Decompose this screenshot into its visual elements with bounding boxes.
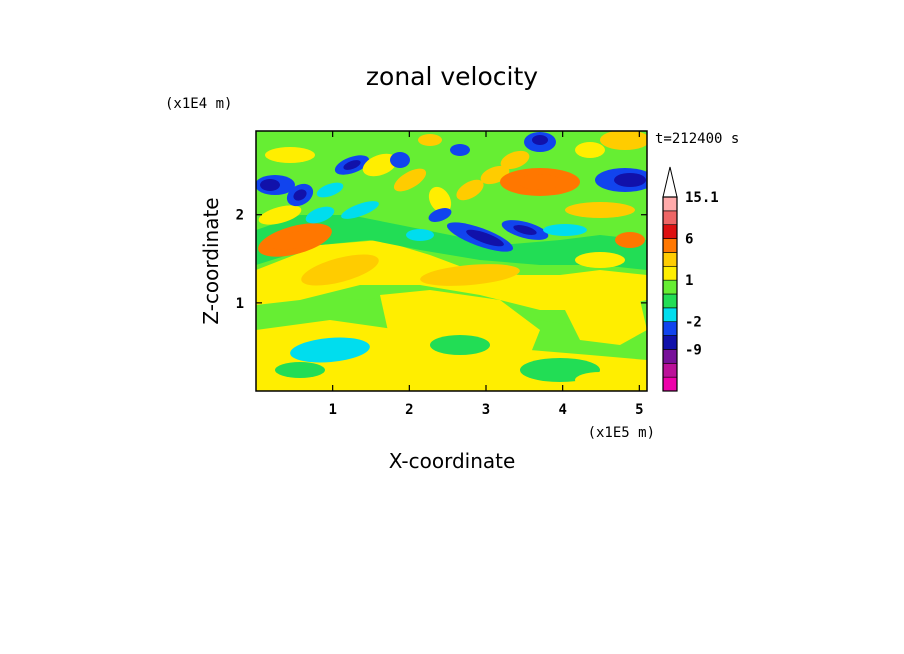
contour-region — [362, 153, 398, 177]
contour-region — [260, 179, 280, 191]
contour-region — [301, 254, 379, 286]
colorbar-segment — [662, 238, 678, 253]
contour-region — [316, 182, 344, 198]
x-tick-label: 4 — [558, 402, 566, 418]
contour-region — [343, 160, 361, 170]
colorbar-segment — [662, 210, 678, 226]
x-tick-label: 5 — [635, 402, 643, 418]
contour-region — [293, 189, 307, 201]
chart-title: zonal velocity — [366, 62, 538, 91]
contour-region — [420, 264, 520, 286]
contour-region — [614, 173, 646, 187]
contour-region — [393, 168, 427, 192]
contour-region — [532, 135, 548, 145]
contour-region — [466, 229, 504, 247]
contour-region — [500, 150, 530, 170]
colorbar-segment — [662, 279, 678, 295]
x-axis-label: X-coordinate — [389, 449, 516, 473]
colorbar-extend-arrow — [662, 166, 678, 198]
contour-region — [406, 229, 434, 241]
contour-region — [513, 225, 537, 235]
colorbar-segment — [662, 252, 678, 267]
contour-region — [418, 134, 442, 146]
contour-field — [256, 131, 647, 391]
contour-region — [575, 372, 625, 388]
x-tick-label: 2 — [405, 402, 413, 418]
colorbar-segment — [662, 293, 678, 309]
contour-region — [575, 142, 605, 158]
contour-region — [271, 230, 319, 250]
colorbar-label: 15.1 — [685, 190, 719, 206]
colorbar-segment — [662, 349, 678, 364]
x-tick-label: 1 — [328, 402, 336, 418]
mid-yellow-patch — [380, 290, 540, 360]
contour-region — [518, 174, 562, 190]
contour-region — [428, 186, 452, 214]
contour-region — [275, 362, 325, 378]
colorbar-segment — [662, 224, 678, 239]
colorbar: 15.1 6 1 -2 -9 — [662, 166, 719, 392]
contour-region — [428, 208, 452, 222]
contour-region — [450, 144, 470, 156]
colorbar-segment — [662, 307, 678, 323]
colorbar-segment — [662, 362, 678, 378]
contour-region — [575, 252, 625, 268]
y-axis-ticks: 12 — [236, 208, 647, 312]
contour-region — [341, 201, 379, 219]
colorbar-segment — [662, 335, 678, 350]
contour-region — [390, 152, 410, 168]
x-axis-ticks: 1 2 3 4 5 — [328, 131, 644, 418]
contour-region — [456, 179, 484, 201]
cyan-patch-lower-left — [290, 337, 370, 363]
colorbar-segment — [662, 196, 678, 212]
colorbar-label: 6 — [685, 232, 693, 248]
contour-region — [258, 205, 302, 225]
plot-frame — [255, 130, 648, 392]
contour-region — [600, 131, 647, 150]
y-tick-label: 1 — [236, 296, 244, 312]
colorbar-segment — [662, 321, 678, 336]
y-unit-label: (x1E4 m) — [165, 96, 232, 112]
colorbar-label: 1 — [685, 273, 693, 289]
colorbar-label: -2 — [685, 315, 702, 331]
x-tick-label: 3 — [482, 402, 490, 418]
y-tick-label: 2 — [236, 208, 244, 224]
contour-region — [430, 335, 490, 355]
contour-region — [265, 147, 315, 163]
contour-region — [565, 202, 635, 218]
time-label: t=212400 s — [655, 131, 739, 147]
contour-region — [543, 224, 587, 236]
contour-region — [615, 232, 645, 248]
colorbar-segment — [662, 265, 678, 281]
colorbar-segment — [662, 376, 678, 392]
colorbar-label: -9 — [685, 342, 702, 358]
x-unit-label: (x1E5 m) — [588, 425, 655, 441]
y-axis-label: Z-coordinate — [199, 197, 223, 324]
colorbar-frame — [662, 196, 678, 392]
contour-region — [305, 206, 335, 224]
green-belt — [256, 215, 647, 270]
